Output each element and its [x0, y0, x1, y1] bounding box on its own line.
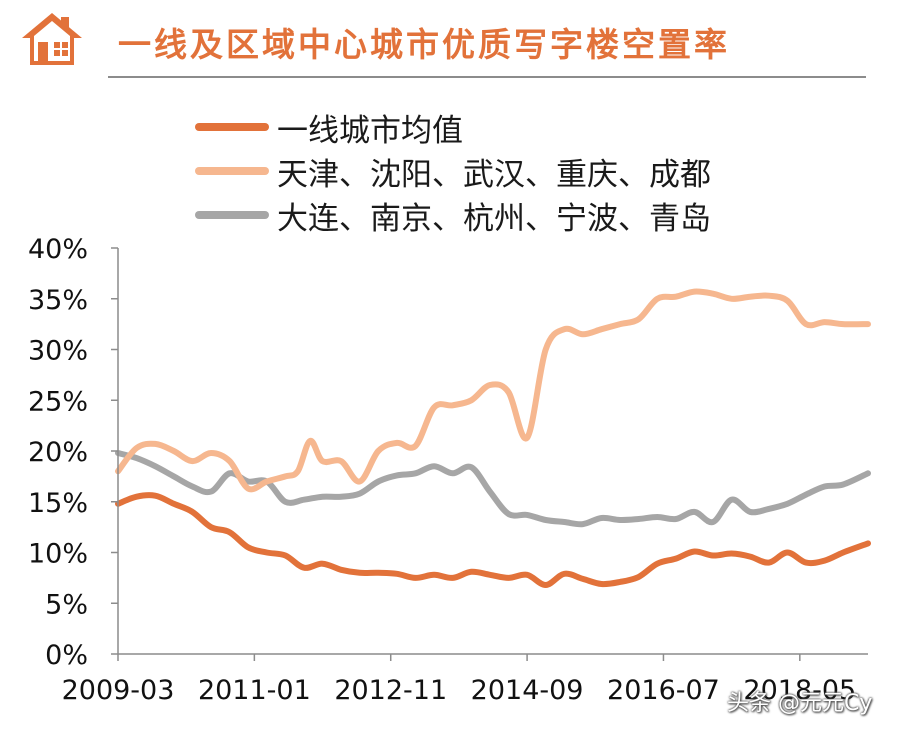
- y-tick-label: 0%: [45, 640, 88, 671]
- legend-swatch: [195, 123, 269, 131]
- y-tick-label: 15%: [28, 488, 88, 519]
- legend-swatch: [195, 167, 269, 175]
- page-title: 一线及区域中心城市优质写字楼空置率: [118, 25, 730, 64]
- series-layer: [115, 288, 871, 588]
- house-icon: [22, 13, 82, 65]
- legend-swatch: [195, 211, 269, 219]
- x-tick-label: 2014-09: [471, 675, 584, 706]
- y-tick-label: 30%: [28, 336, 88, 367]
- header: 一线及区域中心城市优质写字楼空置率: [0, 0, 897, 80]
- x-tick-label: 2012-11: [334, 675, 447, 706]
- y-tick-label: 20%: [28, 437, 88, 468]
- x-tick-label: 2018-05: [743, 675, 856, 706]
- series-line-1: [115, 288, 871, 493]
- legend-item: 大连、南京、杭州、宁波、青岛: [195, 193, 711, 237]
- series-line-0: [115, 492, 871, 588]
- legend-item: 一线城市均值: [195, 105, 711, 149]
- x-tick-label: 2016-07: [607, 675, 720, 706]
- y-tick-label: 40%: [28, 234, 88, 265]
- watermark: 头条 @元元Cy: [727, 691, 873, 716]
- title-divider: [108, 76, 866, 78]
- x-tick-label: 2011-01: [198, 675, 311, 706]
- legend-item: 天津、沈阳、武汉、重庆、成都: [195, 149, 711, 193]
- axes-layer: 0% 5% 10% 15% 20% 25% 30% 35% 40% 2009-03 2011-01 2…: [28, 234, 868, 706]
- legend-label: 大连、南京、杭州、宁波、青岛: [277, 200, 711, 237]
- chart-legend: 一线城市均值 天津、沈阳、武汉、重庆、成都 大连、南京、杭州、宁波、青岛: [195, 105, 711, 237]
- legend-label: 一线城市均值: [277, 112, 463, 149]
- x-tick-label: 2009-03: [62, 675, 175, 706]
- y-tick-label: 25%: [28, 386, 88, 417]
- y-tick-label: 10%: [28, 539, 88, 570]
- y-tick-label: 35%: [28, 285, 88, 316]
- y-tick-label: 5%: [45, 589, 88, 620]
- legend-label: 天津、沈阳、武汉、重庆、成都: [277, 156, 711, 193]
